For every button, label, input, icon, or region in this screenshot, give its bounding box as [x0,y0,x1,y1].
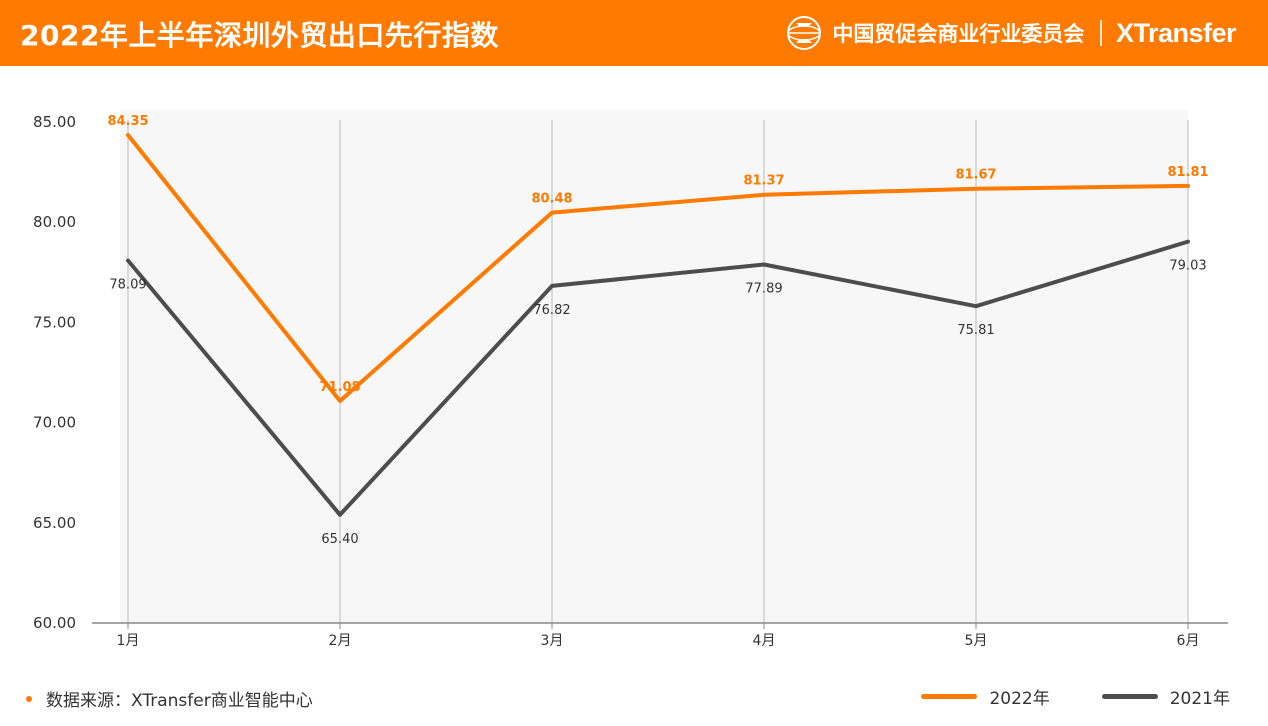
header-branding: 中国贸促会商业行业委员会 XTransfer [786,14,1237,52]
legend-swatch-2022 [921,694,978,699]
data-label-2021: 75.81 [957,323,994,338]
data-label-2022: 81.37 [743,174,784,189]
data-label-2021: 65.40 [321,532,358,547]
data-label-2021: 76.82 [533,303,570,318]
series-line-2022 [126,133,1190,403]
source-text: 数据来源：XTransfer商业智能中心 [46,691,313,711]
data-label-2021: 77.89 [745,281,782,296]
x-tick-label: 3月 [541,633,564,649]
x-tick-label: 2月 [329,633,352,649]
line-chart: 60.00 65.00 70.00 75.00 80.00 85.00 1月 2月 3月 4月 5… [33,110,1228,649]
data-labels: 84.35 71.08 80.48 81.37 81.67 81.81 78.09 65.40… [107,114,1208,547]
legend-item-2021: 2021年 [1101,684,1230,709]
y-tick-label: 70.00 [33,414,76,432]
legend-item-2022: 2022年 [921,684,1050,709]
legend-swatch-2021 [1101,694,1158,699]
x-tick-label: 4月 [753,633,776,649]
y-tick-label: 80.00 [33,213,76,231]
data-label-2022: 81.67 [955,168,996,183]
y-tick-label: 65.00 [33,514,76,532]
legend: 2022年 2021年 [921,684,1230,709]
org-name: 中国贸促会商业行业委员会 [832,22,1085,46]
gridlines [127,120,1189,623]
data-label-2022: 81.81 [1167,165,1208,180]
data-label-2021: 78.09 [109,277,146,292]
legend-label-2022: 2022年 [989,689,1050,709]
legend-label-2021: 2021年 [1169,689,1230,709]
data-label-2022: 84.35 [107,114,148,129]
y-tick-label: 60.00 [33,614,76,632]
source-note: 数据来源：XTransfer商业智能中心 [26,686,313,711]
page-title: 2022年上半年深圳外贸出口先行指数 [20,19,499,52]
series-line-2021 [126,239,1190,517]
data-label-2022: 71.08 [319,380,360,395]
y-axis: 60.00 65.00 70.00 75.00 80.00 85.00 [33,113,76,632]
header-bar: 2022年上半年深圳外贸出口先行指数 中国贸促会商业行业委员会 XTransfe… [0,0,1268,66]
header-divider [1100,20,1102,46]
bullet-icon [26,695,32,702]
x-tick-label: 5月 [965,633,988,649]
data-label-2022: 80.48 [531,192,572,207]
y-tick-label: 75.00 [33,313,76,331]
plot-background [120,110,1188,623]
brand-logo: XTransfer [1115,17,1237,48]
data-label-2021: 79.03 [1169,259,1206,274]
series-lines [126,133,1190,517]
y-tick-label: 85.00 [33,113,76,131]
x-tick-label: 1月 [117,633,140,649]
x-axis: 1月 2月 3月 4月 5月 6月 [117,623,1200,649]
x-tick-label: 6月 [1177,633,1200,649]
ccpit-emblem-icon [787,16,822,50]
